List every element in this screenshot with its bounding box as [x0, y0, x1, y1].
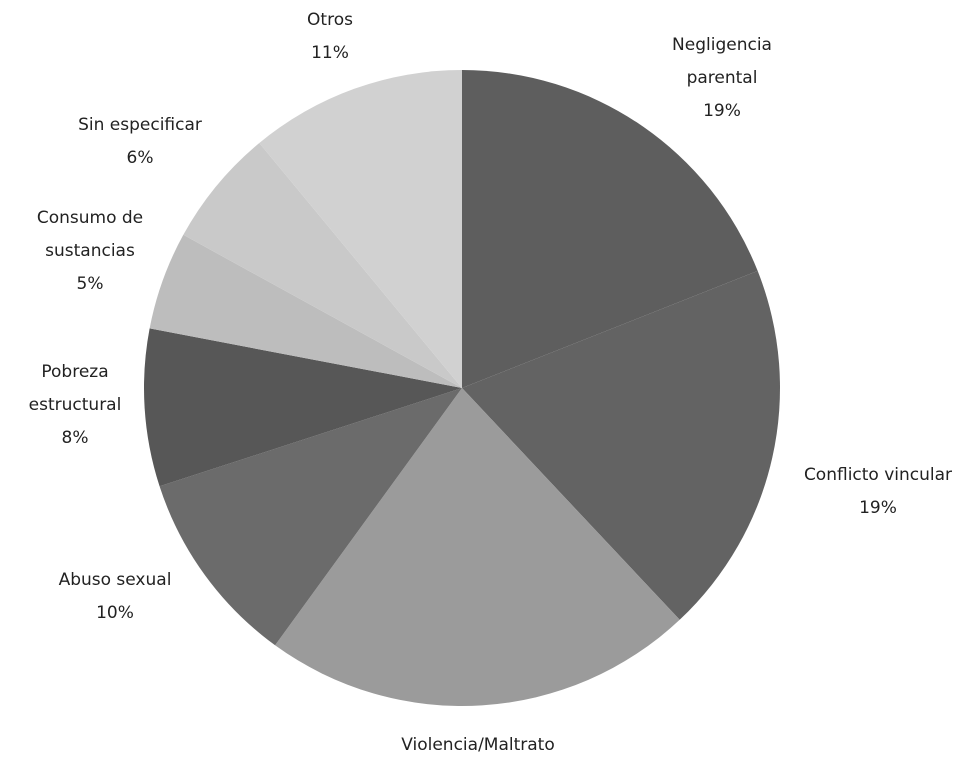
slice-label: Sin especificar [78, 115, 202, 135]
pie-slice [462, 270, 780, 620]
label-line: Pobreza [41, 362, 108, 382]
label-line: Negligencia [672, 35, 772, 55]
value-label: 6% [127, 148, 154, 168]
label-line: parental [687, 68, 758, 88]
slice-label: Otros [307, 10, 353, 30]
label-line: estructural [29, 395, 122, 415]
slice-label: Consumo de sustancias [37, 208, 143, 261]
value-label: 5% [77, 274, 104, 294]
label-line: Consumo de [37, 208, 143, 228]
pie-slice [149, 234, 462, 388]
slice-label: Negligencia parental [672, 35, 772, 88]
pie-slice [143, 328, 462, 487]
value-label: 8% [62, 428, 89, 448]
value-label: 19% [703, 101, 741, 121]
value-label: 19% [859, 498, 897, 518]
label-line: sustancias [45, 241, 135, 261]
slice-label: Abuso sexual [59, 570, 172, 590]
slice-label: Conflicto vincular [804, 465, 952, 485]
pie-slice [259, 70, 462, 388]
slice-label: Pobreza estructural [29, 362, 122, 415]
pie-slice [275, 388, 680, 706]
pie-slice [159, 388, 462, 646]
pie-slice [183, 142, 462, 388]
slice-label: Violencia/Maltrato [401, 735, 555, 755]
pie-slice [462, 70, 758, 388]
value-label: 10% [96, 603, 134, 623]
value-label: 11% [311, 43, 349, 63]
